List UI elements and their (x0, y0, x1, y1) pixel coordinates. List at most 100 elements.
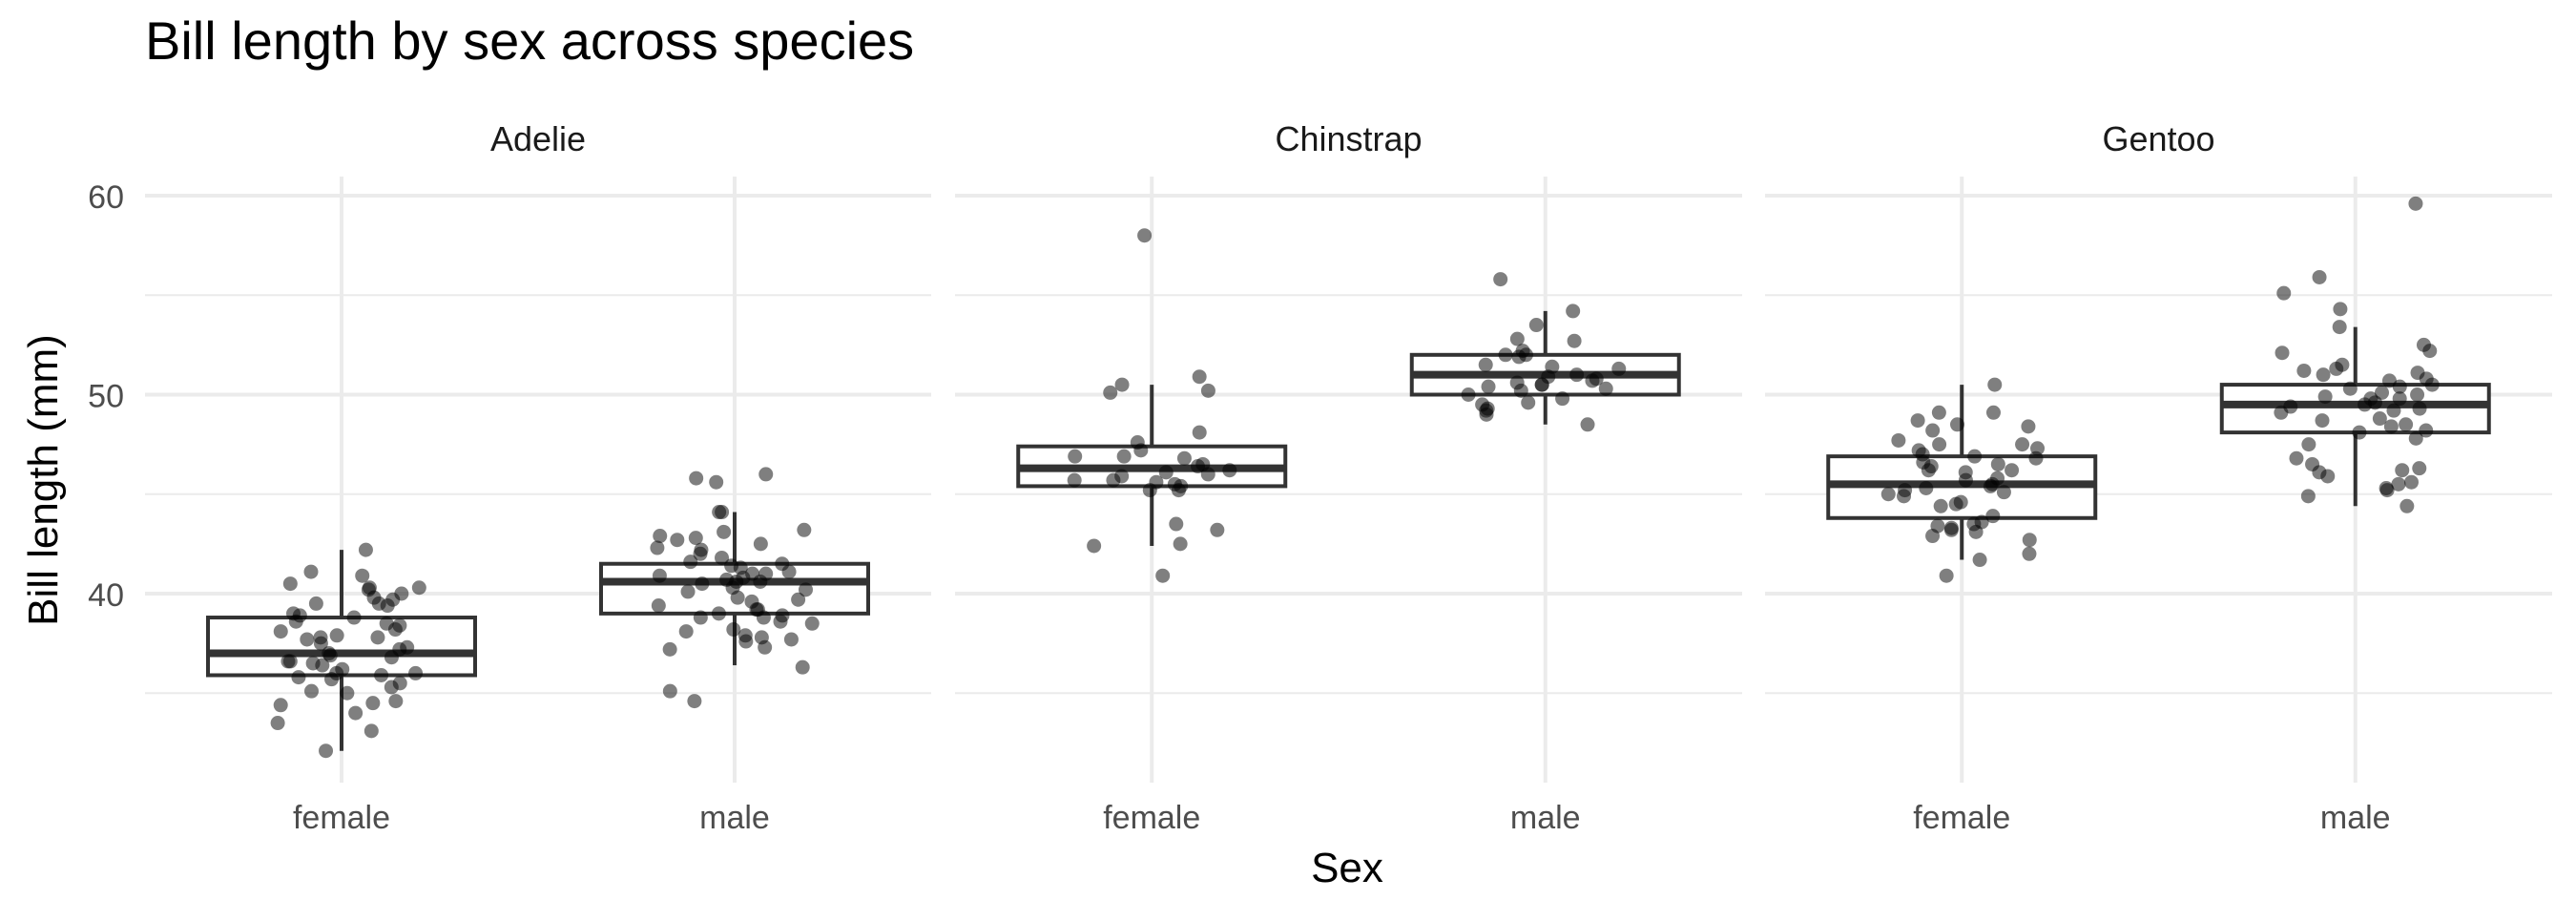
data-point (1972, 553, 1987, 568)
data-point (329, 628, 344, 643)
data-point (652, 568, 667, 583)
data-point (1200, 467, 1215, 482)
data-point (687, 694, 702, 709)
y-axis-label: Bill length (mm) (20, 334, 67, 626)
data-point (1534, 377, 1549, 392)
data-point (2410, 387, 2425, 402)
x-tick-label: male (699, 800, 770, 836)
data-point (1137, 228, 1153, 243)
data-point (1932, 437, 1947, 452)
data-point (653, 529, 668, 544)
data-point (408, 665, 424, 680)
data-point (651, 598, 666, 614)
data-point (1155, 568, 1171, 583)
data-point (688, 531, 703, 546)
data-point (313, 636, 328, 651)
data-point (678, 624, 694, 639)
data-point (2352, 425, 2367, 440)
data-point (1511, 349, 1527, 365)
data-point (1191, 459, 1206, 474)
data-point (756, 610, 771, 625)
data-point (1897, 489, 1912, 504)
data-point (1087, 538, 1102, 554)
data-point (2300, 489, 2316, 504)
data-point (1106, 472, 1121, 488)
x-tick-label: female (1913, 800, 2010, 836)
data-point (319, 743, 334, 759)
data-point (1921, 463, 1936, 478)
data-point (282, 576, 298, 592)
data-point (322, 648, 338, 663)
data-point (1925, 529, 1941, 544)
data-point (384, 650, 399, 665)
data-point (1116, 449, 1132, 464)
data-point (370, 630, 385, 645)
data-point (2358, 397, 2373, 412)
data-point (730, 590, 745, 605)
x-tick-label: male (2320, 800, 2391, 836)
data-point (2317, 389, 2333, 405)
x-tick-label: male (1510, 800, 1581, 836)
data-point (2408, 196, 2423, 211)
data-point (1513, 383, 1528, 398)
data-point (303, 683, 319, 699)
data-point (1985, 509, 2001, 524)
data-point (1949, 417, 1964, 432)
data-point (1967, 449, 1983, 464)
data-point (1996, 485, 2011, 500)
data-point (2289, 450, 2304, 466)
x-axis-label: Sex (1311, 845, 1383, 891)
data-point (1493, 272, 1508, 287)
data-point (2424, 377, 2440, 392)
plot-area: 40 50 60 Adelie female male Chinstrap female mal… (88, 119, 2552, 836)
data-point (2276, 285, 2292, 301)
data-point (2342, 381, 2358, 396)
data-point (1068, 449, 1083, 464)
data-point (1566, 304, 1581, 319)
data-point (303, 564, 319, 579)
data-point (2015, 437, 2030, 452)
data-point (758, 467, 774, 482)
data-point (315, 658, 330, 673)
data-point (1985, 405, 2001, 420)
data-point (291, 670, 306, 685)
x-tick-label: female (293, 800, 390, 836)
data-point (695, 576, 710, 592)
data-point (355, 568, 370, 583)
data-point (2301, 437, 2316, 452)
data-point (2395, 463, 2410, 478)
data-point (758, 639, 773, 655)
data-point (270, 716, 285, 731)
data-point (1521, 395, 1536, 410)
data-point (1169, 516, 1184, 532)
data-point (1479, 407, 1494, 422)
data-point (1133, 443, 1149, 458)
data-point (2399, 417, 2414, 432)
data-point (2320, 469, 2336, 484)
data-point (1990, 456, 2005, 471)
data-point (2005, 463, 2020, 478)
data-point (781, 564, 797, 579)
data-point (1103, 385, 1118, 400)
data-point (273, 624, 288, 639)
data-point (1509, 331, 1525, 346)
data-point (388, 694, 404, 709)
data-point (1222, 463, 1237, 478)
data-point (2412, 401, 2427, 416)
data-point (798, 582, 813, 597)
chart-title: Bill length by sex across species (145, 10, 914, 71)
data-point (2379, 483, 2395, 498)
data-point (650, 540, 665, 555)
data-point (783, 632, 799, 647)
data-point (1192, 369, 1207, 385)
data-point (1171, 483, 1186, 498)
data-point (1528, 318, 1544, 333)
data-point (726, 622, 741, 638)
data-point (2381, 373, 2397, 388)
data-point (2275, 345, 2290, 361)
data-point (2316, 367, 2331, 383)
data-point (683, 555, 698, 570)
data-point (1939, 568, 1954, 583)
